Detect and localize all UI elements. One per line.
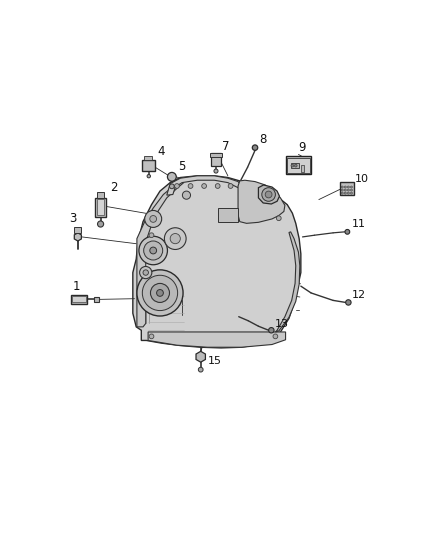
Circle shape: [252, 145, 258, 150]
Bar: [95, 198, 106, 216]
Circle shape: [350, 186, 353, 188]
Circle shape: [170, 184, 174, 189]
Bar: [71, 295, 87, 304]
Circle shape: [182, 191, 191, 199]
Circle shape: [151, 284, 170, 302]
Circle shape: [170, 233, 180, 244]
Circle shape: [145, 211, 162, 228]
Text: 3: 3: [69, 212, 77, 225]
Circle shape: [341, 192, 343, 194]
Circle shape: [273, 334, 278, 339]
Bar: [145, 156, 152, 160]
Polygon shape: [133, 176, 301, 348]
Circle shape: [350, 192, 353, 194]
Circle shape: [347, 189, 350, 191]
Circle shape: [294, 164, 297, 167]
Circle shape: [149, 233, 154, 238]
Bar: [97, 199, 104, 215]
Circle shape: [228, 184, 233, 188]
Circle shape: [188, 184, 193, 188]
Circle shape: [164, 228, 186, 249]
Circle shape: [167, 172, 176, 181]
Text: 13: 13: [275, 319, 289, 328]
Polygon shape: [148, 332, 286, 347]
Circle shape: [344, 186, 346, 188]
Text: 10: 10: [355, 174, 369, 184]
Polygon shape: [238, 180, 285, 223]
Bar: [94, 297, 99, 302]
Bar: [72, 296, 86, 302]
Circle shape: [198, 367, 203, 372]
Circle shape: [147, 174, 151, 178]
Bar: [291, 163, 299, 168]
Bar: [74, 227, 81, 233]
Circle shape: [276, 216, 281, 221]
Bar: [301, 165, 304, 172]
Polygon shape: [137, 181, 184, 327]
Polygon shape: [276, 232, 300, 332]
Text: 15: 15: [208, 356, 222, 366]
Circle shape: [262, 188, 276, 201]
Bar: [340, 182, 354, 195]
Circle shape: [157, 289, 163, 296]
Circle shape: [268, 328, 274, 333]
Circle shape: [214, 169, 218, 173]
Circle shape: [341, 186, 343, 188]
Circle shape: [137, 270, 183, 316]
Circle shape: [98, 221, 104, 227]
Polygon shape: [196, 351, 205, 362]
Bar: [209, 153, 223, 157]
Circle shape: [139, 236, 167, 265]
Circle shape: [215, 184, 220, 188]
Circle shape: [150, 247, 156, 254]
Circle shape: [149, 334, 154, 339]
Text: 8: 8: [259, 133, 267, 146]
Polygon shape: [167, 176, 240, 195]
Circle shape: [291, 164, 294, 167]
Circle shape: [150, 215, 156, 222]
Bar: [287, 158, 310, 173]
Bar: [286, 157, 311, 174]
Circle shape: [345, 229, 350, 234]
Bar: [97, 192, 104, 198]
Circle shape: [175, 184, 179, 188]
Bar: [211, 153, 221, 166]
Circle shape: [341, 189, 343, 191]
Polygon shape: [258, 185, 279, 204]
Circle shape: [346, 300, 351, 305]
Text: 12: 12: [352, 290, 366, 301]
Text: 11: 11: [351, 219, 365, 229]
Text: 2: 2: [110, 181, 117, 194]
Text: 5: 5: [178, 160, 186, 173]
Circle shape: [347, 186, 350, 188]
Circle shape: [347, 192, 350, 194]
Circle shape: [202, 184, 206, 188]
Circle shape: [350, 189, 353, 191]
Circle shape: [344, 192, 346, 194]
Circle shape: [140, 266, 152, 279]
Polygon shape: [74, 233, 81, 241]
Circle shape: [344, 189, 346, 191]
Bar: [142, 160, 155, 171]
Circle shape: [265, 191, 272, 198]
Circle shape: [142, 275, 178, 311]
Bar: [218, 208, 238, 222]
Circle shape: [144, 241, 162, 260]
Text: 1: 1: [73, 280, 81, 293]
Circle shape: [143, 270, 148, 275]
Text: 7: 7: [223, 140, 230, 153]
Text: 9: 9: [298, 141, 306, 155]
Text: 4: 4: [157, 145, 165, 158]
